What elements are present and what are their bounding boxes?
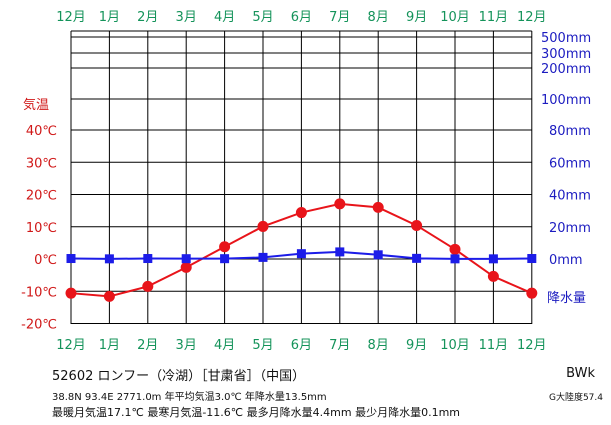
precipitation-point xyxy=(66,254,76,264)
precipitation-tick-label: 300mm xyxy=(541,47,591,62)
temperature-point xyxy=(449,243,461,255)
precipitation-tick-label: 500mm xyxy=(541,31,591,46)
temperature-point xyxy=(219,241,231,253)
temperature-point xyxy=(103,290,115,302)
temperature-axis: 40℃ 30℃ 20℃ 10℃ 0℃ -10℃ -20℃ xyxy=(21,124,57,333)
month-label: 1月 xyxy=(99,338,120,353)
precipitation-point xyxy=(104,254,114,264)
precipitation-tick-label: 80mm xyxy=(549,124,591,139)
month-label: 9月 xyxy=(406,338,427,353)
temperature-point xyxy=(334,198,346,210)
precipitation-point xyxy=(412,253,422,263)
month-label: 9月 xyxy=(406,10,427,25)
temperature-tick-label: -20℃ xyxy=(21,318,57,333)
month-label: 4月 xyxy=(214,10,235,25)
month-label: 12月 xyxy=(517,338,547,353)
month-label: 12月 xyxy=(517,10,547,25)
precipitation-point xyxy=(527,254,537,264)
month-label: 6月 xyxy=(291,10,312,25)
temperature-series xyxy=(65,198,538,302)
chart-grid xyxy=(70,30,533,324)
precipitation-point xyxy=(220,254,230,264)
temperature-point xyxy=(487,270,499,282)
precipitation-tick-label: 40mm xyxy=(549,189,591,204)
precipitation-tick-label: 20mm xyxy=(549,221,591,236)
temperature-tick-label: 20℃ xyxy=(26,189,57,204)
month-label: 5月 xyxy=(252,10,273,25)
temperature-point xyxy=(526,287,538,299)
station-title: 52602 ロンフー（冷湖）［甘粛省］（中国） xyxy=(52,369,306,384)
precipitation-tick-label: 60mm xyxy=(549,156,591,171)
precipitation-tick-label: 200mm xyxy=(541,62,591,77)
precipitation-point xyxy=(373,250,383,260)
continentality-index: G大陸度57.4 xyxy=(548,393,603,403)
month-label: 8月 xyxy=(368,10,389,25)
precipitation-axis-label: 降水量 xyxy=(547,291,586,306)
temperature-tick-label: 0℃ xyxy=(34,253,57,268)
precipitation-tick-label: 0mm xyxy=(549,253,583,268)
station-details: 38.8N 93.4E 2771.0m 年平均気温3.0℃ 年降水量13.5mm xyxy=(52,392,327,403)
month-label: 2月 xyxy=(137,338,158,353)
precipitation-tick-label: 100mm xyxy=(541,93,591,108)
month-label: 1月 xyxy=(99,10,120,25)
station-extremes: 最暖月気温17.1℃ 最寒月気温-11.6℃ 最多月降水量4.4mm 最少月降水… xyxy=(52,406,460,419)
temperature-point xyxy=(180,261,192,273)
temperature-point xyxy=(295,207,307,219)
precipitation-point xyxy=(143,254,153,264)
precipitation-point xyxy=(181,254,191,264)
month-label: 10月 xyxy=(440,338,470,353)
temperature-tick-label: -10℃ xyxy=(21,285,57,300)
month-label: 10月 xyxy=(440,10,470,25)
temperature-point xyxy=(411,219,423,231)
precipitation-series xyxy=(66,247,537,264)
month-label: 5月 xyxy=(252,338,273,353)
temperature-tick-label: 10℃ xyxy=(26,221,57,236)
temperature-point xyxy=(257,220,269,232)
month-label: 3月 xyxy=(176,10,197,25)
month-label: 12月 xyxy=(56,10,86,25)
month-label: 7月 xyxy=(329,10,350,25)
month-label: 11月 xyxy=(479,10,509,25)
temperature-tick-label: 40℃ xyxy=(26,124,57,139)
month-label: 12月 xyxy=(56,338,86,353)
temperature-axis-label: 気温 xyxy=(23,97,49,113)
month-label: 4月 xyxy=(214,338,235,353)
precipitation-point xyxy=(335,247,345,257)
climate-class-badge: BWk xyxy=(566,366,595,381)
precipitation-point xyxy=(258,252,268,262)
month-label: 11月 xyxy=(479,338,509,353)
temperature-point xyxy=(142,280,154,292)
month-label: 7月 xyxy=(329,338,350,353)
month-label: 8月 xyxy=(368,338,389,353)
precipitation-point xyxy=(296,249,306,259)
temperature-tick-label: 30℃ xyxy=(26,156,57,171)
precipitation-point xyxy=(488,254,498,264)
month-label: 3月 xyxy=(176,338,197,353)
month-label: 6月 xyxy=(291,338,312,353)
bottom-month-axis: 12月 1月 2月 3月 4月 5月 6月 7月 8月 9月 10月 11月 12月 xyxy=(56,338,546,353)
temperature-point xyxy=(65,287,77,299)
month-label: 2月 xyxy=(137,10,158,25)
temperature-point xyxy=(372,201,384,213)
top-month-axis: 12月 1月 2月 3月 4月 5月 6月 7月 8月 9月 10月 11月 12月 xyxy=(56,10,546,25)
precipitation-point xyxy=(450,254,460,264)
